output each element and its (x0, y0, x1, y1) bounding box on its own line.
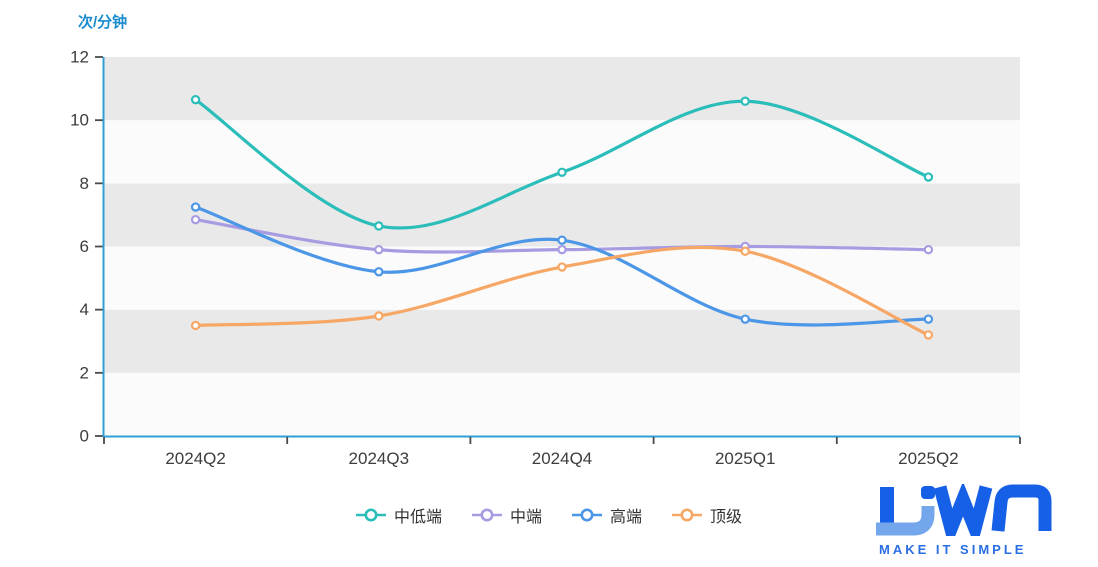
logo-letter-a (991, 484, 1052, 532)
series-0-marker (374, 221, 384, 231)
series-0-marker (190, 94, 201, 105)
split-band (104, 246, 1020, 310)
series-3-marker (740, 246, 750, 256)
series-2-marker (374, 267, 384, 277)
split-band (104, 309, 1020, 373)
series-3-marker (923, 330, 934, 340)
y-axis-label: 6 (80, 237, 89, 256)
legend-item-3[interactable]: 顶级 (672, 503, 742, 527)
legend-label: 中端 (509, 509, 542, 526)
legend-label: 高端 (610, 509, 643, 526)
logo-letter-i-dot (921, 486, 935, 499)
chart-legend: 中低端 中端 高端 顶级 (0, 501, 1098, 529)
series-3-marker (190, 320, 201, 331)
series-2-marker (740, 314, 750, 324)
legend-line-marker-icon (672, 508, 703, 522)
liwa-logo: MAKE IT SIMPLE (872, 481, 1054, 557)
series-3-marker (557, 262, 567, 272)
y-axis-label: 0 (80, 427, 89, 446)
series-1-marker (557, 244, 567, 255)
y-axis-label: 12 (70, 48, 89, 67)
legend-line-marker-icon (572, 508, 602, 522)
x-axis-label: 2025Q1 (715, 449, 776, 468)
series-1-marker (190, 214, 201, 225)
y-axis-label: 2 (80, 363, 89, 382)
series-1-marker (923, 244, 934, 255)
split-band (104, 57, 1020, 121)
line-chart-plot: 0 2 4 6 8 10 12 2024Q2 2024Q3 2024Q4 2025Q1 2025Q2 (70, 48, 1021, 468)
legend-label: 顶级 (710, 509, 743, 526)
legend-item-1[interactable]: 中端 (471, 503, 542, 527)
logo-tagline: MAKE IT SIMPLE (879, 542, 1027, 557)
series-1-marker (374, 244, 384, 255)
legend-label: 中低端 (393, 509, 442, 526)
series-0-marker (557, 167, 567, 177)
series-0-marker (923, 172, 934, 182)
legend-line-marker-icon (355, 508, 386, 522)
y-axis-title: 次/分钟 (78, 14, 128, 31)
series-2-marker (190, 202, 201, 212)
logo-letter-w (933, 481, 993, 550)
series-0-marker (740, 96, 750, 106)
y-axis-label: 10 (70, 111, 89, 130)
logo-letter-i-tail (876, 506, 935, 536)
series-2-marker (557, 235, 567, 245)
legend-item-0[interactable]: 中低端 (355, 503, 442, 527)
x-axis-label: 2024Q3 (349, 449, 410, 468)
y-axis-label: 8 (80, 174, 89, 193)
x-axis-label: 2024Q4 (532, 449, 593, 468)
x-axis-label: 2024Q2 (165, 449, 226, 468)
liwa-logo-mark (876, 481, 1052, 550)
series-3-marker (374, 311, 384, 321)
x-axis-label: 2025Q2 (898, 449, 959, 468)
legend-line-marker-icon (471, 508, 502, 522)
y-axis-label: 4 (80, 300, 89, 319)
split-band (104, 372, 1020, 436)
series-2-marker (923, 314, 934, 324)
legend-item-2[interactable]: 高端 (572, 503, 642, 527)
